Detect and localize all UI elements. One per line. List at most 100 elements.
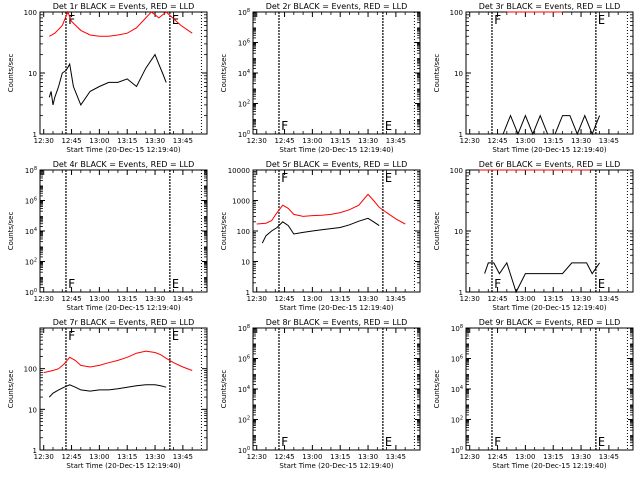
flare-marker-f: F (281, 119, 288, 133)
y-tick-label: 1 (33, 447, 37, 455)
x-tick-label: 13:45 (173, 137, 193, 145)
y-tick-label: 106 (238, 39, 250, 48)
y-tick-label: 1 (459, 131, 463, 139)
x-tick-label: 13:00 (302, 453, 322, 461)
y-tick-label: 104 (238, 69, 250, 78)
flare-marker-e: E (172, 277, 179, 291)
y-tick-label: 100 (450, 167, 463, 175)
panel-title: Det 1r BLACK = Events, RED = LLD (53, 2, 195, 11)
panel-title: Det 2r BLACK = Events, RED = LLD (266, 2, 408, 11)
series-events-line (48, 53, 167, 106)
x-tick-label: 13:30 (571, 137, 591, 145)
flare-marker-f: F (281, 171, 288, 185)
x-tick-label: 13:00 (89, 137, 109, 145)
x-axis-label: Start Time (20-Dec-15 12:19:40) (492, 304, 606, 312)
y-tick-label: 102 (238, 100, 250, 109)
y-tick-label: 100 (238, 446, 250, 455)
x-tick-label: 12:30 (460, 453, 480, 461)
panel-title: Det 9r BLACK = Events, RED = LLD (479, 318, 621, 327)
y-tick-label: 106 (451, 355, 463, 364)
x-tick-label: 12:30 (460, 137, 480, 145)
x-tick-label: 12:45 (487, 295, 507, 303)
flare-marker-e: E (598, 13, 605, 27)
panel-det-8: Det 8r BLACK = Events, RED = LLD Counts/s… (220, 318, 421, 470)
y-tick-label: 10 (28, 406, 37, 414)
y-tick-label: 100 (450, 9, 463, 17)
x-tick-label: 13:15 (543, 295, 563, 303)
panel-det-6: Det 6r BLACK = Events, RED = LLD Counts/s… (433, 160, 634, 312)
series-events-line (48, 384, 167, 398)
x-tick-label: 13:00 (89, 295, 109, 303)
x-tick-label: 13:30 (571, 453, 591, 461)
x-tick-label: 13:30 (145, 453, 165, 461)
series-lld-line (43, 350, 193, 374)
plot-frame (39, 11, 208, 135)
flare-marker-e: E (385, 119, 392, 133)
x-tick-label: 13:45 (386, 453, 406, 461)
x-tick-label: 12:45 (274, 137, 294, 145)
panel-title: Det 3r BLACK = Events, RED = LLD (479, 2, 621, 11)
x-tick-label: 13:30 (358, 453, 378, 461)
x-tick-label: 13:45 (386, 295, 406, 303)
y-tick-label: 102 (451, 416, 463, 425)
x-tick-label: 13:30 (358, 137, 378, 145)
flare-marker-f: F (494, 435, 501, 449)
y-tick-label: 102 (238, 416, 250, 425)
x-tick-label: 12:45 (61, 453, 81, 461)
x-tick-label: 13:15 (117, 295, 137, 303)
plot-frame (39, 169, 208, 293)
panel-det-3: Det 3r BLACK = Events, RED = LLD Counts/s… (433, 2, 634, 154)
x-tick-label: 12:30 (34, 453, 54, 461)
y-tick-label: 10 (28, 70, 37, 78)
x-tick-label: 13:30 (571, 295, 591, 303)
x-tick-label: 12:30 (460, 295, 480, 303)
flare-marker-e: E (172, 329, 179, 343)
flare-marker-f: F (494, 277, 501, 291)
x-tick-label: 12:45 (487, 453, 507, 461)
y-axis-label: Counts/sec (220, 54, 228, 93)
x-axis-label: Start Time (20-Dec-15 12:19:40) (66, 304, 180, 312)
y-axis-label: Counts/sec (433, 370, 441, 409)
y-tick-label: 1 (246, 289, 250, 297)
panel-title: Det 6r BLACK = Events, RED = LLD (479, 160, 621, 169)
y-tick-label: 108 (451, 324, 463, 333)
series-lld-line (49, 10, 193, 37)
y-tick-label: 1 (33, 131, 37, 139)
y-tick-label: 106 (238, 355, 250, 364)
y-tick-label: 100 (451, 446, 463, 455)
x-tick-label: 13:45 (173, 295, 193, 303)
x-axis-label: Start Time (20-Dec-15 12:19:40) (66, 462, 180, 470)
y-tick-label: 104 (238, 385, 250, 394)
y-tick-label: 10 (454, 70, 463, 78)
flare-marker-e: E (598, 435, 605, 449)
x-tick-label: 13:45 (173, 453, 193, 461)
plot-frame (465, 11, 634, 135)
x-tick-label: 12:45 (274, 295, 294, 303)
plot-frame (252, 169, 421, 293)
x-tick-label: 13:15 (543, 137, 563, 145)
y-tick-label: 10 (454, 228, 463, 236)
y-tick-label: 100 (237, 228, 250, 236)
flare-marker-f: F (68, 277, 75, 291)
y-axis-label: Counts/sec (220, 212, 228, 251)
x-axis-label: Start Time (20-Dec-15 12:19:40) (279, 304, 393, 312)
panel-det-4: Det 4r BLACK = Events, RED = LLD Counts/s… (7, 160, 208, 312)
y-tick-label: 108 (238, 8, 250, 17)
y-tick-label: 106 (25, 197, 37, 206)
y-tick-label: 100 (24, 366, 37, 374)
x-axis-label: Start Time (20-Dec-15 12:19:40) (279, 462, 393, 470)
x-tick-label: 13:45 (599, 295, 619, 303)
x-tick-label: 12:30 (247, 453, 267, 461)
x-axis-label: Start Time (20-Dec-15 12:19:40) (492, 462, 606, 470)
x-tick-label: 12:45 (274, 453, 294, 461)
x-axis-label: Start Time (20-Dec-15 12:19:40) (492, 146, 606, 154)
x-tick-label: 13:45 (386, 137, 406, 145)
x-tick-label: 13:15 (117, 453, 137, 461)
y-tick-label: 1000 (232, 198, 250, 206)
y-tick-label: 1 (459, 289, 463, 297)
x-tick-label: 13:30 (145, 137, 165, 145)
x-axis-label: Start Time (20-Dec-15 12:19:40) (279, 146, 393, 154)
x-tick-label: 12:45 (487, 137, 507, 145)
x-tick-label: 12:30 (34, 295, 54, 303)
